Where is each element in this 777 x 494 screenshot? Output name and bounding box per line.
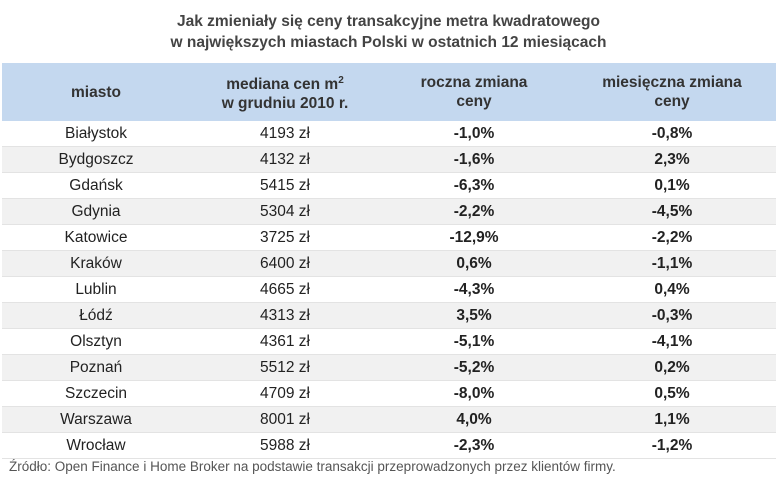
table-row: Olsztyn 4361 zł -5,1% -4,1% (2, 328, 776, 355)
cell-city: Kraków (2, 250, 190, 277)
cell-monthly-change: 0,4% (568, 276, 776, 303)
header-annual-change: roczna zmiana ceny (380, 63, 568, 121)
cell-annual-change: 0,6% (380, 250, 568, 277)
table-row: Białystok 4193 zł -1,0% -0,8% (2, 121, 776, 147)
cell-median-price: 6400 zł (190, 250, 380, 277)
header-median: mediana cen m2 w grudniu 2010 r. (190, 63, 380, 121)
cell-annual-change: -1,6% (380, 146, 568, 173)
table-row: Łódź 4313 zł 3,5% -0,3% (2, 302, 776, 329)
cell-city: Gdańsk (2, 172, 190, 199)
cell-median-price: 3725 zł (190, 224, 380, 251)
cell-monthly-change: -1,2% (568, 432, 776, 459)
source-note: Źródło: Open Finance i Home Broker na po… (9, 459, 616, 474)
cell-city: Olsztyn (2, 328, 190, 355)
cell-annual-change: -2,2% (380, 198, 568, 225)
header-monthly-change: miesięczna zmiana ceny (568, 63, 776, 121)
cell-city: Katowice (2, 224, 190, 251)
cell-city: Szczecin (2, 380, 190, 407)
header-row: miasto mediana cen m2 w grudniu 2010 r. … (2, 63, 776, 121)
cell-monthly-change: -0,3% (568, 302, 776, 329)
cell-annual-change: -6,3% (380, 172, 568, 199)
title-line-2: w największych miastach Polski w ostatni… (170, 34, 607, 51)
cell-annual-change: -1,0% (380, 121, 568, 147)
cell-annual-change: -12,9% (380, 224, 568, 251)
cell-city: Bydgoszcz (2, 146, 190, 173)
cell-median-price: 4665 zł (190, 276, 380, 303)
header-median-superscript: 2 (338, 74, 344, 86)
cell-monthly-change: 0,2% (568, 354, 776, 381)
cell-city: Białystok (2, 121, 190, 147)
cell-monthly-change: -2,2% (568, 224, 776, 251)
cell-monthly-change: 0,5% (568, 380, 776, 407)
cell-monthly-change: 0,1% (568, 172, 776, 199)
table-row: Wrocław 5988 zł -2,3% -1,2% (2, 432, 776, 459)
price-table: miasto mediana cen m2 w grudniu 2010 r. … (2, 63, 776, 459)
cell-annual-change: -5,1% (380, 328, 568, 355)
table-title: Jak zmieniały się ceny transakcyjne metr… (0, 11, 777, 53)
table-row: Gdańsk 5415 zł -6,3% 0,1% (2, 172, 776, 199)
cell-monthly-change: -4,1% (568, 328, 776, 355)
cell-monthly-change: -0,8% (568, 121, 776, 147)
table-row: Bydgoszcz 4132 zł -1,6% 2,3% (2, 146, 776, 173)
cell-median-price: 5512 zł (190, 354, 380, 381)
cell-median-price: 5988 zł (190, 432, 380, 459)
cell-monthly-change: -4,5% (568, 198, 776, 225)
cell-annual-change: -2,3% (380, 432, 568, 459)
cell-median-price: 5304 zł (190, 198, 380, 225)
table-row: Szczecin 4709 zł -8,0% 0,5% (2, 380, 776, 407)
cell-monthly-change: 2,3% (568, 146, 776, 173)
cell-city: Poznań (2, 354, 190, 381)
cell-annual-change: 3,5% (380, 302, 568, 329)
cell-annual-change: -5,2% (380, 354, 568, 381)
cell-annual-change: -4,3% (380, 276, 568, 303)
title-line-1: Jak zmieniały się ceny transakcyjne metr… (176, 13, 600, 30)
cell-median-price: 4361 zł (190, 328, 380, 355)
cell-annual-change: 4,0% (380, 406, 568, 433)
table-row: Lublin 4665 zł -4,3% 0,4% (2, 276, 776, 303)
cell-city: Łódź (2, 302, 190, 329)
cell-city: Lublin (2, 276, 190, 303)
table-row: Gdynia 5304 zł -2,2% -4,5% (2, 198, 776, 225)
cell-median-price: 4193 zł (190, 121, 380, 147)
cell-annual-change: -8,0% (380, 380, 568, 407)
table-row: Poznań 5512 zł -5,2% 0,2% (2, 354, 776, 381)
table-row: Warszawa 8001 zł 4,0% 1,1% (2, 406, 776, 433)
cell-median-price: 4313 zł (190, 302, 380, 329)
cell-city: Wrocław (2, 432, 190, 459)
header-city: miasto (2, 63, 190, 121)
table-row: Katowice 3725 zł -12,9% -2,2% (2, 224, 776, 251)
cell-median-price: 5415 zł (190, 172, 380, 199)
cell-median-price: 4132 zł (190, 146, 380, 173)
cell-median-price: 4709 zł (190, 380, 380, 407)
table-row: Kraków 6400 zł 0,6% -1,1% (2, 250, 776, 277)
cell-median-price: 8001 zł (190, 406, 380, 433)
cell-city: Warszawa (2, 406, 190, 433)
cell-monthly-change: 1,1% (568, 406, 776, 433)
cell-city: Gdynia (2, 198, 190, 225)
cell-monthly-change: -1,1% (568, 250, 776, 277)
